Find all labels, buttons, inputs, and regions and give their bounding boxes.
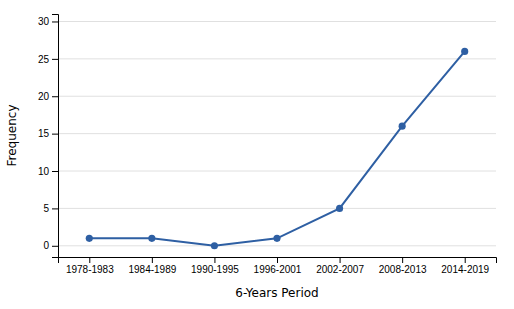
line [89,51,464,245]
tick-label: 1984-1989 [128,264,176,275]
tick-mark [52,246,58,247]
tick: 15 [38,128,58,139]
tick: 25 [38,54,58,65]
point [336,205,343,212]
tick-mark [89,257,90,263]
series [86,48,469,250]
grid-line [58,96,496,97]
tick-mark [152,257,153,263]
chart: 1978-19831984-19891990-19951996-20012002… [0,0,514,309]
tick-mark [52,59,58,60]
grid-line [58,133,496,134]
tick-mark [52,96,58,97]
tick-mark [402,257,403,263]
tick: 1996-2001 [254,257,302,275]
point [273,235,280,242]
axis-line [52,15,59,258]
tick-label: 1990-1995 [191,264,239,275]
x-axis-title: 6-Years Period [235,286,318,300]
tick-label: 2008-2013 [379,264,427,275]
tick-label: 25 [38,54,50,65]
point [148,235,155,242]
tick: 30 [38,16,58,27]
tick: 1978-1983 [66,257,114,275]
tick-label: 0 [43,240,49,251]
tick-mark [52,171,58,172]
point [86,235,93,242]
tick: 2008-2013 [379,257,427,275]
tick-label: 15 [38,128,50,139]
tick-label: 20 [38,91,50,102]
tick: 20 [38,91,58,102]
tick-mark [52,208,58,209]
tick-label: 2002-2007 [316,264,364,275]
tick: 5 [43,203,58,214]
tick-mark [52,134,58,135]
tick-mark [465,257,466,263]
tick-mark [277,257,278,263]
tick-label: 5 [43,203,49,214]
tick-label: 1978-1983 [66,264,114,275]
grid-line [58,21,496,22]
tick-label: 2014-2019 [441,264,489,275]
tick-mark [214,257,215,263]
plot: 1978-19831984-19891990-19951996-20012002… [38,15,497,276]
y-axis-title: Frequency [5,105,19,167]
point [399,123,406,130]
tick-label: 30 [38,16,50,27]
point [211,242,218,249]
grid-line [58,58,496,59]
grid-line [58,245,496,246]
tick: 1984-1989 [128,257,176,275]
tick: 10 [38,166,58,177]
grid-line [58,208,496,209]
x-axis: 1978-1983 1984-1989 1990-1995 1996-2001 2002… [59,257,497,275]
grid-line [58,171,496,172]
axis-line [59,258,497,264]
tick: 0 [43,240,58,251]
tick: 1990-1995 [191,257,239,275]
tick-mark [340,257,341,263]
tick-label: 10 [38,166,50,177]
tick: 2014-2019 [441,257,489,275]
point [461,48,468,55]
tick-label: 1996-2001 [254,264,302,275]
y-axis: 0 5 10 15 20 25 30 [38,15,59,258]
grid [58,21,496,245]
tick-mark [52,21,58,22]
tick: 2002-2007 [316,257,364,275]
